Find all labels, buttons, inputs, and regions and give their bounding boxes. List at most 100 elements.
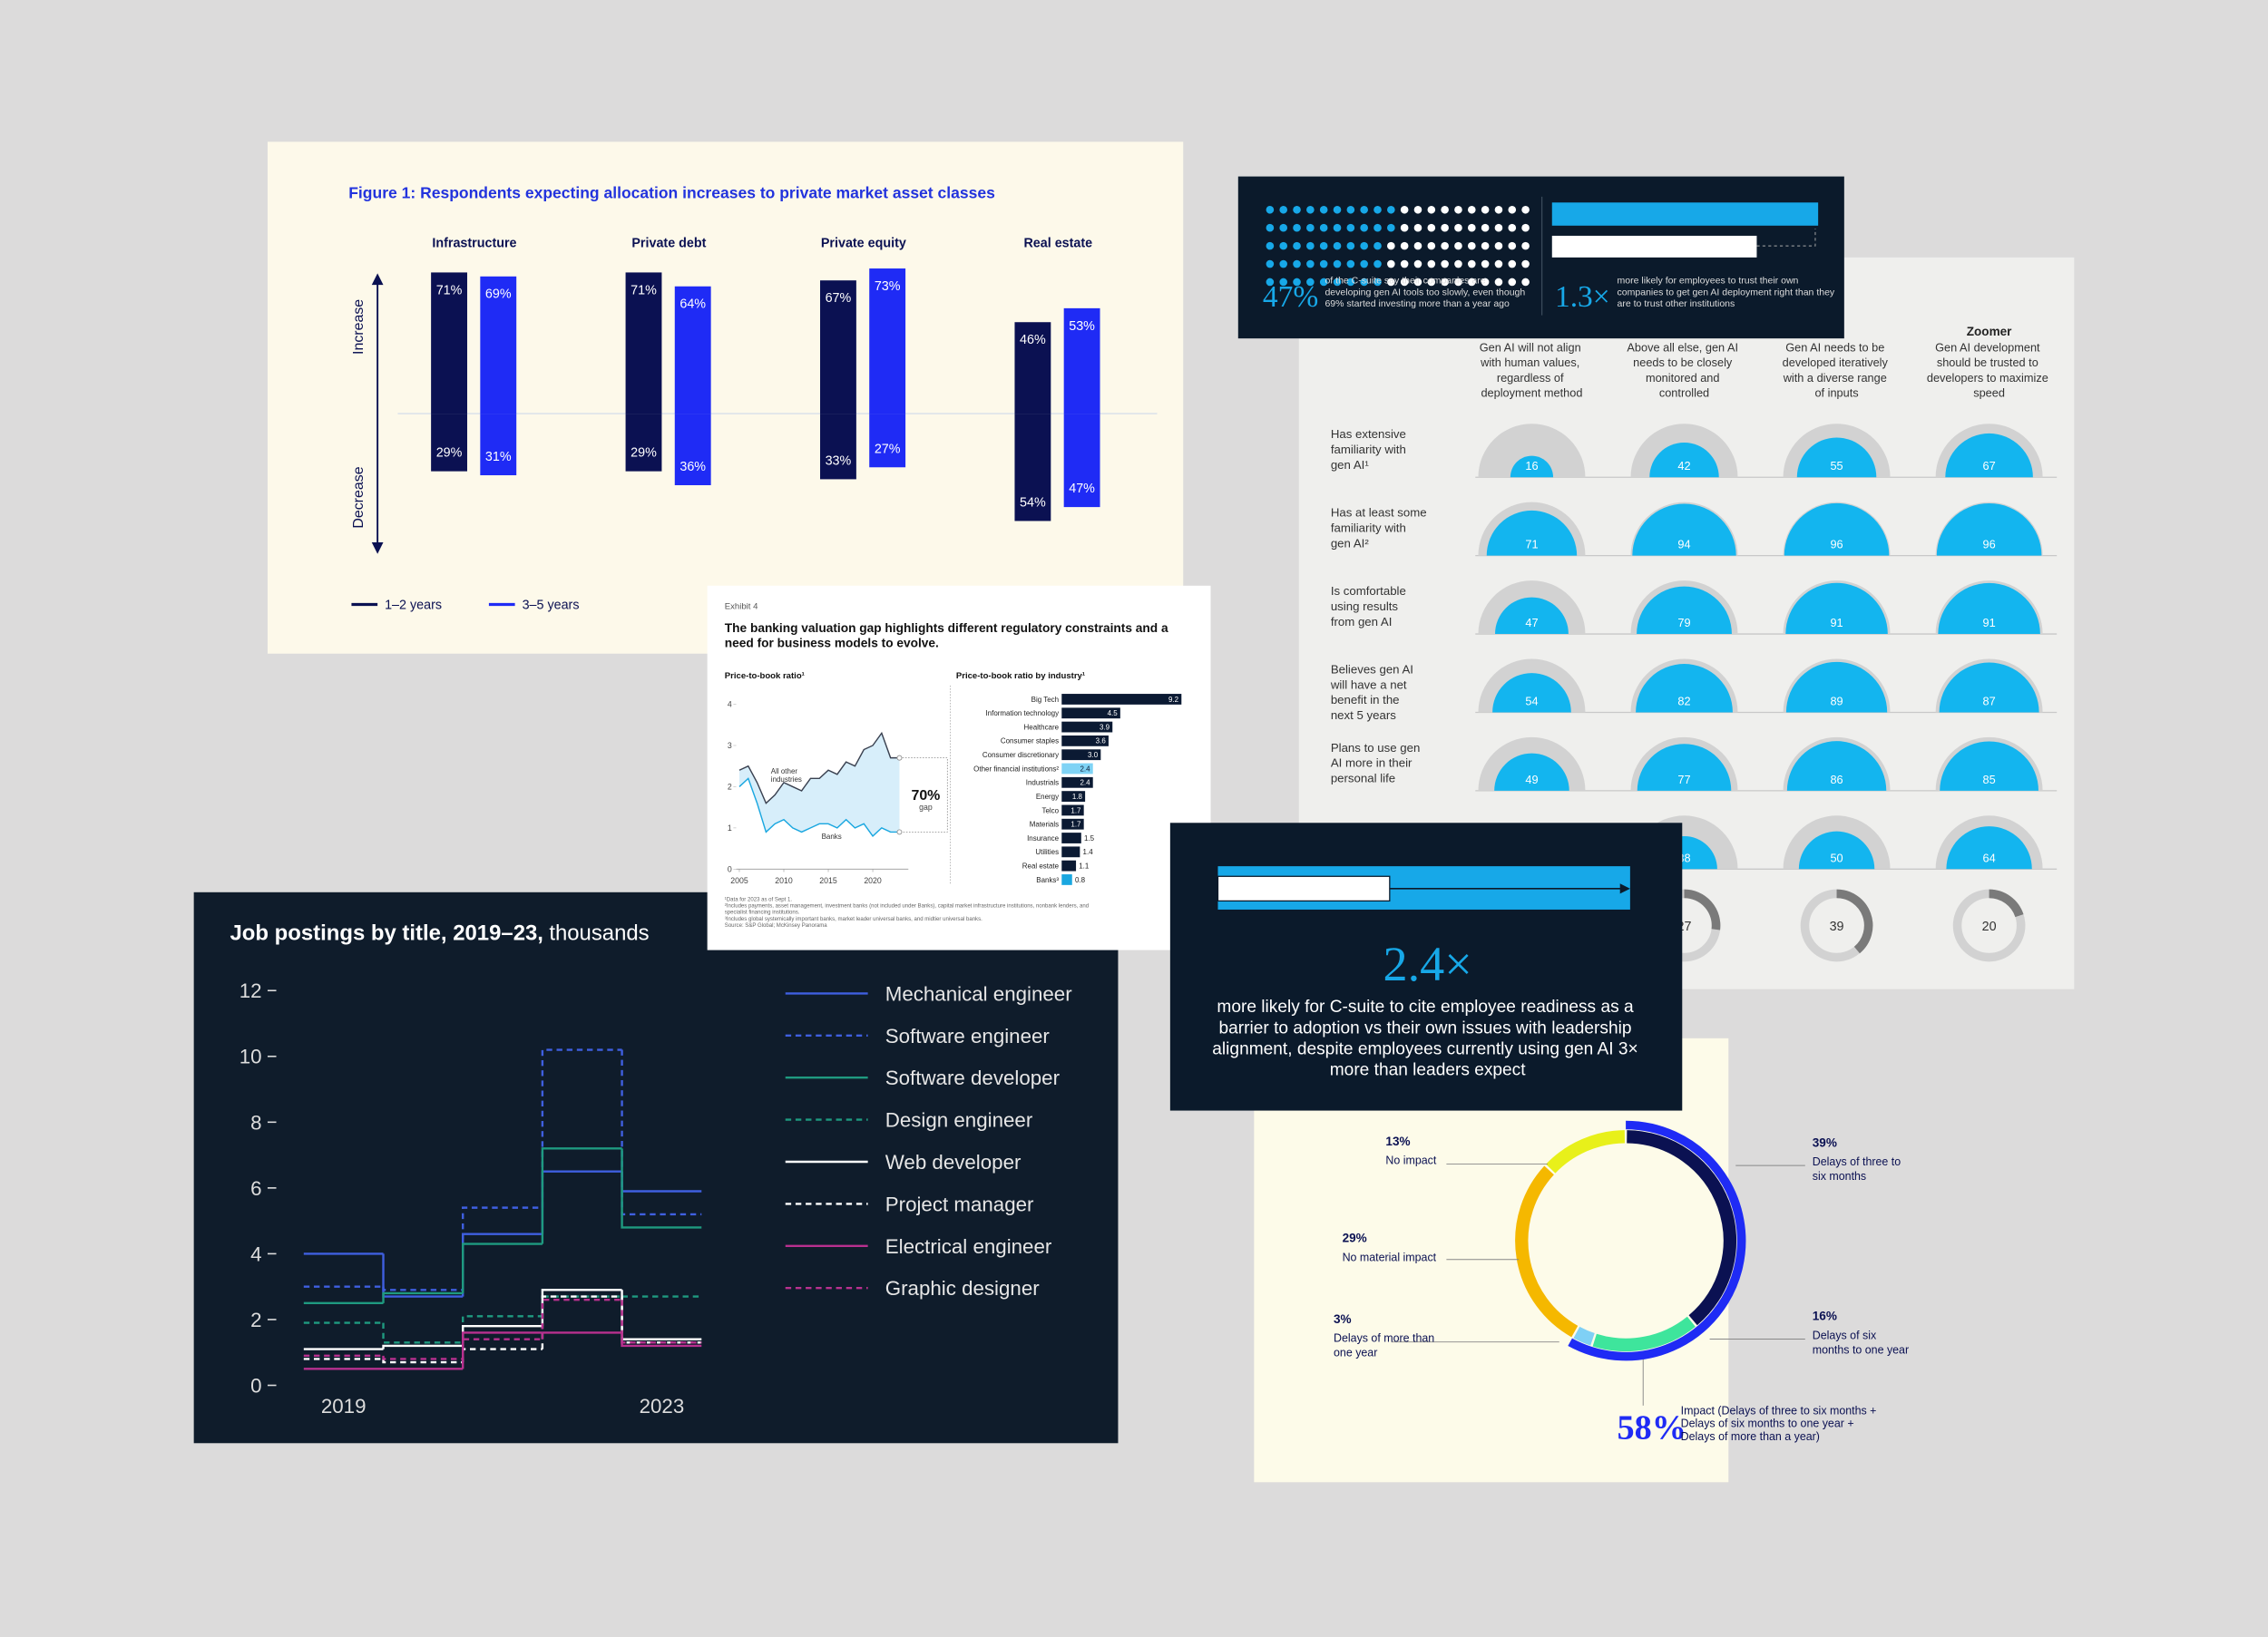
bar — [1061, 818, 1084, 830]
line — [738, 731, 900, 804]
value-label: 3% — [1334, 1312, 1352, 1326]
text-line: specialist financing institutions. — [725, 911, 800, 916]
y-tick-label: 4 — [728, 700, 732, 709]
text-line: should be trusted to — [1937, 356, 2042, 369]
stat-text: more likely for C-suite to cite employee… — [1212, 998, 1643, 1079]
dot — [1441, 259, 1449, 268]
bar — [1063, 307, 1100, 414]
y-tick-label: 6 — [250, 1177, 261, 1200]
category-label: Consumer discretionary — [982, 751, 1059, 759]
text-line: need for business models to evolve. — [725, 637, 939, 650]
y-tick-label: 1 — [728, 823, 732, 833]
exhibit-title: The banking valuation gap highlights dif… — [725, 621, 1172, 650]
gauge-fill — [1786, 741, 1887, 791]
bar — [820, 280, 856, 414]
value-label: 71% — [436, 283, 463, 297]
value-label: 4.5 — [1108, 709, 1119, 717]
bar — [431, 272, 467, 414]
dot-filled — [1319, 278, 1328, 287]
value-label: 3.6 — [1096, 737, 1107, 745]
value-label: 96 — [1983, 538, 1996, 551]
text-line: Gen AI development — [1935, 341, 2043, 355]
gauge-fill — [1636, 664, 1733, 713]
step-segment — [541, 1295, 622, 1350]
text-line: with a diverse range — [1783, 371, 1891, 385]
bar — [1061, 860, 1077, 872]
value-label: 54 — [1525, 695, 1538, 708]
gauge-fill — [1486, 510, 1578, 556]
step-segment — [382, 1355, 464, 1360]
bar — [1014, 322, 1051, 414]
bar — [869, 268, 906, 414]
category-label: Telco — [1041, 806, 1059, 814]
bar — [674, 414, 711, 485]
legend-label: Software engineer — [885, 1025, 1051, 1047]
dot-filled — [1374, 241, 1382, 250]
text-line: controlled — [1659, 386, 1709, 400]
value-label: 1.1 — [1079, 862, 1090, 871]
dot — [1400, 259, 1409, 268]
dot — [1427, 259, 1436, 268]
category-label: Energy — [1036, 793, 1059, 801]
row-label: Has at least some familiarity with gen A… — [1331, 506, 1430, 551]
text-line: AI more in their — [1331, 756, 1415, 770]
dot — [1441, 278, 1449, 287]
dot — [1521, 259, 1530, 268]
category-label: Other financial institutions² — [973, 765, 1059, 773]
bar — [480, 414, 517, 476]
value-label: 16 — [1525, 459, 1538, 473]
value-label: 1.4 — [1083, 848, 1094, 856]
dot — [1494, 241, 1503, 250]
category-label: Real estate — [1022, 862, 1060, 871]
dot-filled — [1306, 241, 1315, 250]
step-segment — [382, 1286, 464, 1291]
value-label: 47% — [1069, 482, 1095, 496]
axis-label: Increase — [351, 299, 367, 355]
value-label: 77 — [1677, 773, 1690, 786]
x-tick-label: 2019 — [321, 1395, 367, 1418]
value-label: 29% — [631, 446, 657, 461]
dot — [1494, 259, 1503, 268]
dot-filled — [1319, 205, 1328, 214]
value-label: 64 — [1983, 851, 1996, 864]
value-label: 3.9 — [1100, 723, 1110, 731]
total-name: Impact (Delays of three to six months + … — [1681, 1404, 1880, 1443]
step-segment — [621, 1332, 702, 1348]
x-tick-label: 2015 — [819, 876, 837, 885]
text-line: Impact (Delays of three to six months + — [1681, 1404, 1880, 1417]
text-line: Above all else, gen AI — [1627, 341, 1741, 355]
annotation: 70% — [911, 788, 940, 804]
dot-filled — [1346, 223, 1355, 232]
text-line: personal life — [1331, 772, 1395, 785]
dot — [1521, 205, 1530, 214]
value-label: 91 — [1830, 616, 1843, 629]
text-line: familiarity with — [1331, 521, 1410, 534]
text-line: months to one year — [1813, 1343, 1909, 1356]
text-line: Delays of three to — [1813, 1155, 1904, 1168]
dot-filled — [1360, 223, 1368, 232]
text-line: gen AI¹ — [1331, 458, 1369, 472]
dot — [1508, 278, 1517, 287]
value-label: 33% — [826, 453, 852, 468]
column-description: Above all else, gen AI needs to be close… — [1627, 341, 1741, 400]
dot — [1508, 205, 1517, 214]
dot-filled — [1374, 223, 1382, 232]
dot-filled — [1279, 278, 1288, 287]
category-label: Utilities — [1035, 848, 1059, 856]
value-label: 67% — [826, 291, 852, 306]
value-label: 29% — [1343, 1232, 1367, 1245]
dot-filled — [1279, 241, 1288, 250]
category-label: Infrastructure — [432, 237, 516, 251]
gauge-fill — [1492, 673, 1571, 713]
bar — [1061, 776, 1093, 788]
donut-segment — [1515, 1165, 1579, 1338]
dot — [1400, 241, 1409, 250]
column-description: Gen AI development should be trusted to … — [1927, 341, 2051, 400]
ring-arc — [1989, 889, 2024, 918]
text-line: more than leaders expect — [1330, 1061, 1526, 1080]
value-label: 13% — [1385, 1135, 1410, 1148]
category-label: Delays of three to six months — [1813, 1155, 1904, 1183]
text-line: industries — [771, 775, 802, 784]
category-label: Private equity — [821, 237, 906, 251]
